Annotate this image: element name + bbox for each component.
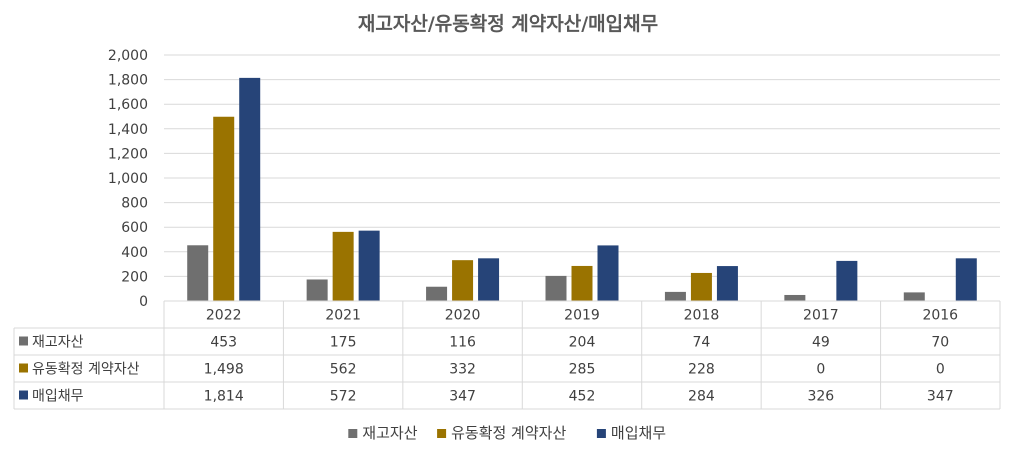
legend-label: 매입채무 bbox=[611, 424, 666, 442]
bar bbox=[784, 294, 806, 301]
bar bbox=[452, 260, 474, 301]
y-tick-label: 800 bbox=[121, 196, 148, 212]
bar bbox=[571, 265, 593, 301]
table-series-name: 재고자산 bbox=[32, 335, 84, 351]
table-cell-value: 175 bbox=[330, 335, 357, 351]
bar bbox=[187, 245, 209, 301]
y-tick-label: 600 bbox=[121, 220, 148, 236]
table-cell-value: 332 bbox=[449, 362, 476, 378]
table-cell-value: 116 bbox=[449, 335, 476, 351]
bar bbox=[545, 275, 567, 301]
table-cell-value: 228 bbox=[688, 362, 715, 378]
legend-key bbox=[596, 429, 606, 438]
category-label: 2021 bbox=[325, 308, 361, 324]
table-cell-value: 284 bbox=[688, 389, 715, 405]
table-cell-value: 204 bbox=[569, 335, 596, 351]
table-cell-value: 0 bbox=[816, 362, 825, 378]
legend-label: 재고자산 bbox=[362, 424, 417, 442]
category-label: 2019 bbox=[564, 308, 600, 324]
y-tick-label: 1,400 bbox=[108, 122, 148, 138]
data-table: 2022 2021 2020 2019 2018 2017 2016 재고자산 453 175 11… bbox=[13, 300, 1001, 410]
bar bbox=[306, 279, 328, 301]
y-tick-label: 1,600 bbox=[108, 97, 148, 113]
table-series-name: 유동확정 계약자산 bbox=[32, 362, 140, 378]
table-cell-value: 0 bbox=[936, 362, 945, 378]
chart-title: 재고자산/유동확정 계약자산/매입채무 bbox=[358, 12, 658, 35]
legend-key bbox=[437, 429, 447, 438]
table-legend-key bbox=[19, 390, 28, 400]
table-cell-value: 347 bbox=[449, 389, 476, 405]
table-legend-key bbox=[19, 363, 28, 373]
table-cell-value: 572 bbox=[330, 389, 357, 405]
bar bbox=[239, 77, 261, 302]
bar bbox=[836, 260, 858, 301]
table-cell-value: 285 bbox=[569, 362, 596, 378]
table-series-name: 매입채무 bbox=[32, 389, 84, 405]
table-cell-value: 453 bbox=[210, 335, 237, 351]
bar bbox=[332, 231, 354, 301]
bar bbox=[955, 258, 977, 301]
bar bbox=[358, 230, 380, 301]
table-legend-key bbox=[19, 336, 28, 346]
bar bbox=[903, 292, 925, 301]
bar bbox=[426, 286, 448, 301]
y-tick-label: 2,000 bbox=[108, 48, 148, 64]
bar bbox=[213, 116, 235, 301]
category-label: 2022 bbox=[206, 308, 242, 324]
bars bbox=[187, 77, 977, 302]
gridlines bbox=[164, 54, 1000, 277]
bar bbox=[597, 245, 619, 301]
category-label: 2016 bbox=[922, 308, 958, 324]
y-tick-label: 1,000 bbox=[108, 171, 148, 187]
table-cell-value: 49 bbox=[812, 335, 830, 351]
table-cell-value: 347 bbox=[927, 389, 954, 405]
legend-label: 유동확정 계약자산 bbox=[451, 424, 566, 442]
y-tick-label: 400 bbox=[121, 245, 148, 261]
y-tick-label: 200 bbox=[121, 269, 148, 285]
y-tick-label: 0 bbox=[139, 294, 148, 310]
category-label: 2017 bbox=[803, 308, 839, 324]
category-label: 2020 bbox=[445, 308, 481, 324]
table-cell-value: 326 bbox=[807, 389, 834, 405]
bar bbox=[690, 272, 712, 301]
table-cell-value: 1,498 bbox=[204, 362, 244, 378]
bar bbox=[478, 258, 500, 301]
bar bbox=[716, 266, 738, 301]
y-tick-label: 1,200 bbox=[108, 146, 148, 162]
table-cell-value: 74 bbox=[693, 335, 711, 351]
table-cell-value: 562 bbox=[330, 362, 357, 378]
bar bbox=[664, 291, 686, 301]
y-tick-label: 1,800 bbox=[108, 73, 148, 89]
legend-key bbox=[348, 429, 358, 438]
table-cell-value: 70 bbox=[931, 335, 949, 351]
table-cell-value: 452 bbox=[569, 389, 596, 405]
category-label: 2018 bbox=[684, 308, 720, 324]
table-cell-value: 1,814 bbox=[204, 389, 244, 405]
legend: 재고자산 유동확정 계약자산 매입채무 bbox=[348, 424, 666, 442]
y-axis-ticks: 0 200 400 600 800 1,000 1,200 1,400 1,600 1,800 2,… bbox=[108, 48, 148, 310]
